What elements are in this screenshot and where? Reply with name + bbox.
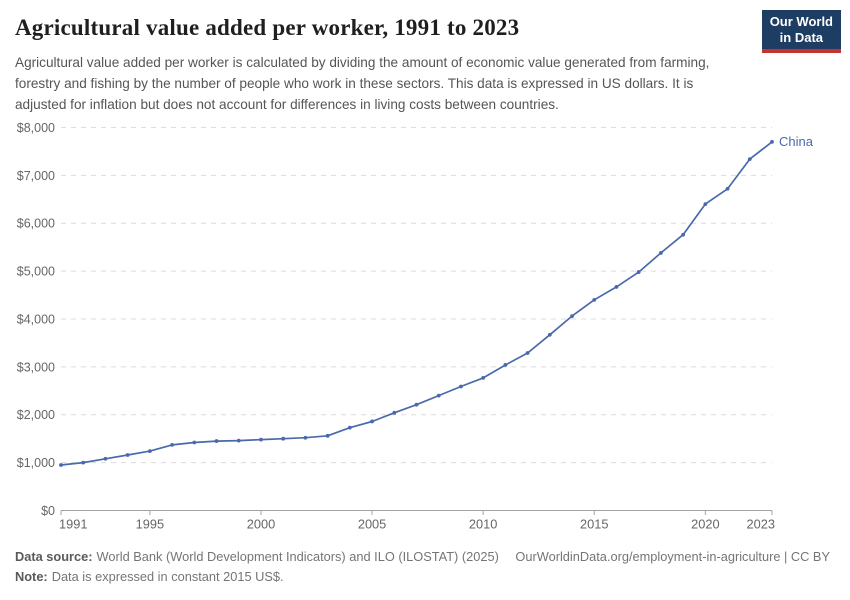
entity-label-china[interactable]: China <box>779 134 814 149</box>
data-source: Data source: World Bank (World Developmen… <box>15 547 499 567</box>
data-point[interactable] <box>147 449 152 454</box>
data-point[interactable] <box>547 332 552 337</box>
data-point[interactable] <box>325 433 330 438</box>
series-line-china[interactable] <box>60 141 773 466</box>
chart-subtitle: Agricultural value added per worker is c… <box>15 55 710 112</box>
data-point[interactable] <box>392 410 397 415</box>
y-axis-tick-label: $8,000 <box>17 121 55 135</box>
y-axis-tick-label: $0 <box>41 504 55 518</box>
owid-logo-line1: Our World <box>769 14 833 29</box>
note-line: Note: Data is expressed in constant 2015 … <box>15 567 830 587</box>
y-axis-tick-label: $4,000 <box>17 312 55 326</box>
data-point[interactable] <box>614 285 619 289</box>
data-point[interactable] <box>703 202 708 206</box>
data-point[interactable] <box>459 384 463 389</box>
x-axis-tick-label: 2010 <box>469 517 497 532</box>
y-axis-tick-label: $5,000 <box>17 265 55 279</box>
x-axis-tick-label: 2005 <box>358 517 386 532</box>
data-point[interactable] <box>236 438 241 443</box>
data-point[interactable] <box>725 186 730 191</box>
x-axis-tick-label: 2000 <box>247 517 275 532</box>
data-point[interactable] <box>303 435 308 440</box>
note-label: Note: <box>15 569 48 584</box>
data-point[interactable] <box>281 436 286 441</box>
data-point[interactable] <box>170 443 174 447</box>
data-point[interactable] <box>347 425 352 430</box>
data-point[interactable] <box>747 157 752 161</box>
data-point[interactable] <box>436 393 441 398</box>
chart-footer: Data source: World Bank (World Developmen… <box>15 547 830 587</box>
data-point[interactable] <box>592 297 597 302</box>
y-axis-tick-label: $7,000 <box>17 169 55 183</box>
data-point[interactable] <box>770 139 774 144</box>
y-axis-tick-label: $6,000 <box>17 217 55 231</box>
y-axis-tick-label: $2,000 <box>17 408 55 422</box>
page-title: Agricultural value added per worker, 199… <box>15 15 520 40</box>
x-axis-tick-label: 1991 <box>59 517 87 532</box>
data-point[interactable] <box>503 363 508 367</box>
data-point[interactable] <box>414 402 419 407</box>
data-point[interactable] <box>59 463 63 467</box>
data-point[interactable] <box>192 440 197 445</box>
chart-canvas[interactable]: $0 $1,000 $2,000 $3,000 $4,000 $5,000 $6,000 $7… <box>0 108 850 544</box>
owid-url-link[interactable]: OurWorldinData.org/employment-in-agricul… <box>515 549 830 564</box>
data-source-label: Data source: <box>15 549 93 564</box>
data-point[interactable] <box>681 232 686 237</box>
data-point[interactable] <box>481 375 486 380</box>
x-axis-tick-label: 2023 <box>747 517 775 532</box>
data-point[interactable] <box>525 351 530 355</box>
data-point[interactable] <box>103 456 108 461</box>
data-source-text: World Bank (World Development Indicators… <box>96 549 499 564</box>
owid-logo-line2: in Data <box>779 30 824 45</box>
data-point[interactable] <box>81 460 86 465</box>
y-axis-tick-label: $1,000 <box>17 456 55 470</box>
data-point[interactable] <box>259 437 263 442</box>
note-text: Data is expressed in constant 2015 US$. <box>51 569 284 584</box>
line-chart: $0 $1,000 $2,000 $3,000 $4,000 $5,000 $6,000 $7… <box>0 108 850 544</box>
y-axis-tick-label: $3,000 <box>17 360 55 374</box>
data-point[interactable] <box>659 251 663 255</box>
data-point[interactable] <box>370 419 374 424</box>
x-axis-tick-label: 1995 <box>136 517 164 532</box>
x-axis-tick-label: 2015 <box>580 517 608 532</box>
x-axis-tick-label: 2020 <box>691 517 719 532</box>
owid-logo[interactable]: Our World in Data <box>761 10 841 53</box>
data-point[interactable] <box>570 314 574 319</box>
data-point[interactable] <box>125 453 130 457</box>
data-point[interactable] <box>214 439 219 443</box>
data-point[interactable] <box>636 270 641 274</box>
